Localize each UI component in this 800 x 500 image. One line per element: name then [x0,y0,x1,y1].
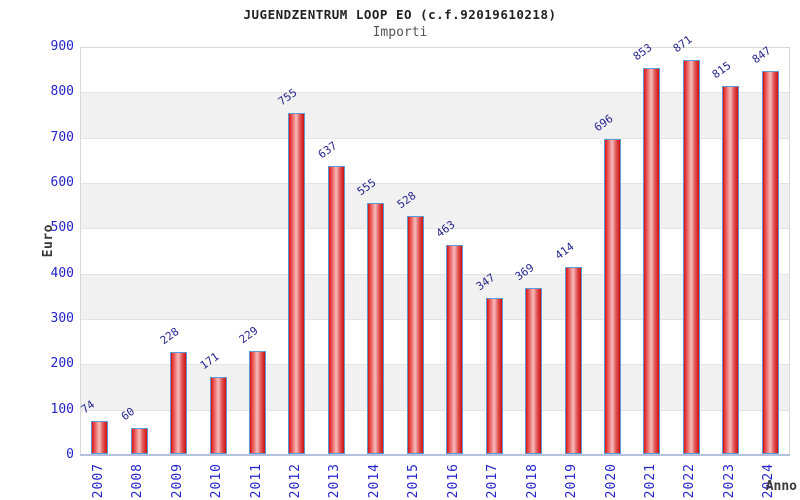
gridline [81,319,789,320]
y-tick-label: 400 [50,265,74,281]
x-tick-label: 2007 [90,463,106,499]
x-tick-label: 2018 [524,463,540,499]
x-tick-label: 2020 [603,463,619,499]
bar-2010 [209,377,227,454]
y-tick-label: 600 [50,175,74,190]
gridline [81,228,789,229]
x-tick-label: 2022 [682,463,698,499]
x-tick-label: 2016 [445,463,461,499]
y-tick-label: 900 [50,39,74,54]
x-tick-label: 2009 [169,463,185,499]
y-tick-label: 800 [50,84,74,100]
bar-2024 [761,71,779,454]
bar-2012 [288,112,306,454]
gridline [81,364,789,365]
x-tick-label: 2021 [642,463,658,499]
bar-2020 [604,139,621,454]
y-tick-label: 700 [50,129,74,145]
bar-2011 [249,351,266,454]
y-tick-label: 500 [50,220,74,236]
grid-band [81,273,789,319]
y-tick-label: 200 [50,356,74,372]
grid-band [81,183,789,229]
gridline [81,274,789,275]
x-tick-label: 2011 [248,463,264,499]
x-tick-label: 2023 [721,463,737,499]
gridline [81,138,789,139]
bar-2023 [722,85,740,454]
bar-2008 [130,427,148,454]
x-axis-title: Anno [765,479,797,494]
bar-2022 [682,60,700,454]
y-tick-label: 100 [50,401,74,417]
bar-2014 [367,203,385,454]
bar-2017 [485,297,503,454]
x-tick-label: 2014 [366,463,382,499]
x-tick-label: 2015 [406,463,422,499]
x-tick-label: 2017 [485,463,501,499]
gridline [81,92,789,93]
chart-title: JUGENDZENTRUM LOOP EO (c.f.92019610218) [243,7,557,22]
gridline [81,410,789,411]
bar-2019 [564,267,582,454]
bar-2013 [327,166,345,454]
x-tick-label: 2013 [327,463,343,499]
bar-2015 [406,215,424,454]
x-axis-line [80,454,790,456]
gridline [81,183,789,184]
bar-2016 [446,245,464,454]
grid-band [81,92,789,138]
x-tick-label: 2010 [209,463,225,499]
y-tick-label: 0 [66,447,74,462]
grid-band [81,364,789,410]
bar-2009 [170,351,188,454]
chart-subtitle: Importi [372,25,428,40]
bar-2018 [525,287,543,454]
x-tick-label: 2008 [130,463,146,499]
y-tick-label: 300 [50,311,74,326]
bar-2007 [91,421,109,454]
x-tick-label: 2019 [564,463,580,499]
bar-2021 [643,68,661,454]
x-tick-label: 2012 [287,463,303,499]
